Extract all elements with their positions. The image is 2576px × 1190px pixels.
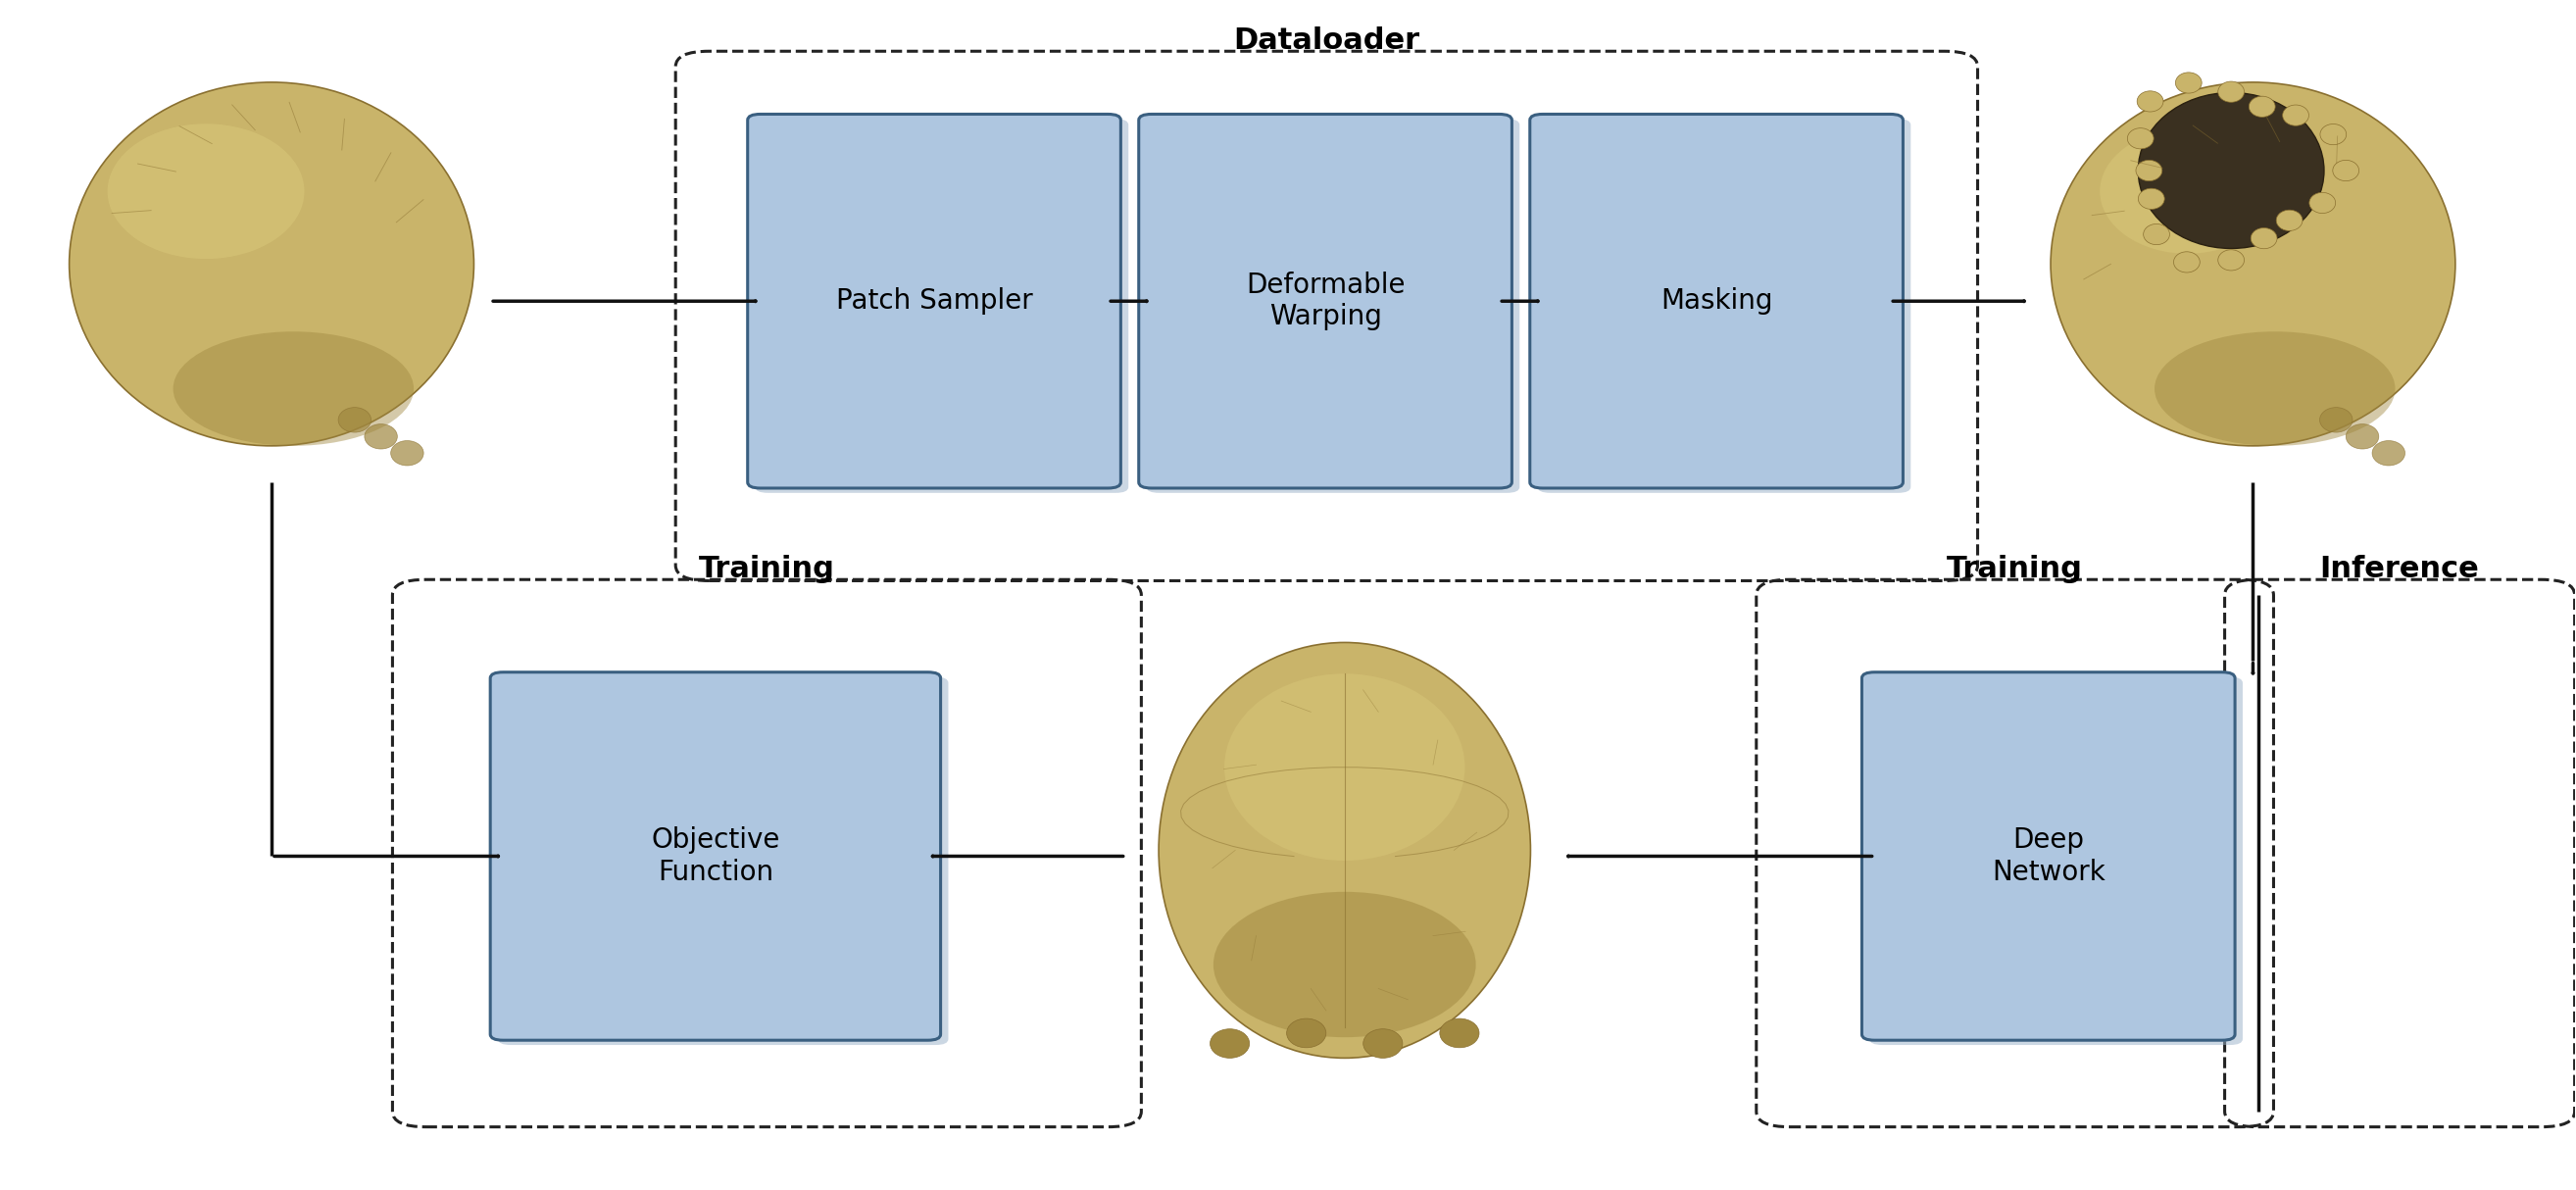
FancyBboxPatch shape <box>1862 672 2236 1040</box>
FancyBboxPatch shape <box>497 677 948 1045</box>
Ellipse shape <box>2321 124 2347 145</box>
FancyBboxPatch shape <box>1530 114 1904 488</box>
FancyBboxPatch shape <box>1146 119 1520 493</box>
Text: Inference: Inference <box>2321 555 2481 583</box>
FancyBboxPatch shape <box>1139 114 1512 488</box>
Ellipse shape <box>337 407 371 432</box>
Ellipse shape <box>2282 105 2308 126</box>
Text: Dataloader: Dataloader <box>1234 26 1419 55</box>
Ellipse shape <box>1213 891 1476 1038</box>
Ellipse shape <box>2277 209 2303 231</box>
Text: Deformable
Warping: Deformable Warping <box>1247 271 1404 331</box>
Text: Objective
Function: Objective Function <box>652 827 781 885</box>
FancyBboxPatch shape <box>747 114 1121 488</box>
Ellipse shape <box>1211 1029 1249 1058</box>
Ellipse shape <box>2050 82 2455 446</box>
Ellipse shape <box>70 82 474 446</box>
Ellipse shape <box>1363 1029 1401 1058</box>
FancyBboxPatch shape <box>489 672 940 1040</box>
Text: Masking: Masking <box>1662 288 1772 315</box>
Ellipse shape <box>2099 129 2275 253</box>
Text: Deep
Network: Deep Network <box>1991 827 2105 885</box>
Ellipse shape <box>2177 73 2202 93</box>
Text: Training: Training <box>698 555 835 583</box>
Ellipse shape <box>2347 424 2378 449</box>
Ellipse shape <box>2174 252 2200 273</box>
Ellipse shape <box>1285 1019 1327 1047</box>
Ellipse shape <box>2372 440 2406 465</box>
Ellipse shape <box>2249 96 2275 117</box>
Ellipse shape <box>1224 674 1466 860</box>
Ellipse shape <box>2138 188 2164 209</box>
Ellipse shape <box>108 124 304 259</box>
Ellipse shape <box>2128 129 2154 149</box>
FancyBboxPatch shape <box>755 119 1128 493</box>
Ellipse shape <box>1440 1019 1479 1047</box>
Ellipse shape <box>2321 407 2352 432</box>
Ellipse shape <box>2154 332 2396 446</box>
Ellipse shape <box>173 332 415 446</box>
Ellipse shape <box>2334 161 2360 181</box>
Text: Patch Sampler: Patch Sampler <box>835 288 1033 315</box>
Ellipse shape <box>2143 224 2169 245</box>
Ellipse shape <box>2218 81 2244 102</box>
Ellipse shape <box>2138 93 2324 249</box>
Ellipse shape <box>2308 193 2336 213</box>
Ellipse shape <box>2138 90 2164 112</box>
Ellipse shape <box>2251 228 2277 249</box>
Ellipse shape <box>392 440 422 465</box>
Ellipse shape <box>366 424 397 449</box>
Ellipse shape <box>1159 643 1530 1058</box>
Ellipse shape <box>2136 161 2161 181</box>
FancyBboxPatch shape <box>1870 677 2244 1045</box>
Text: Training: Training <box>1947 555 2084 583</box>
Ellipse shape <box>2218 250 2244 270</box>
FancyBboxPatch shape <box>1538 119 1911 493</box>
